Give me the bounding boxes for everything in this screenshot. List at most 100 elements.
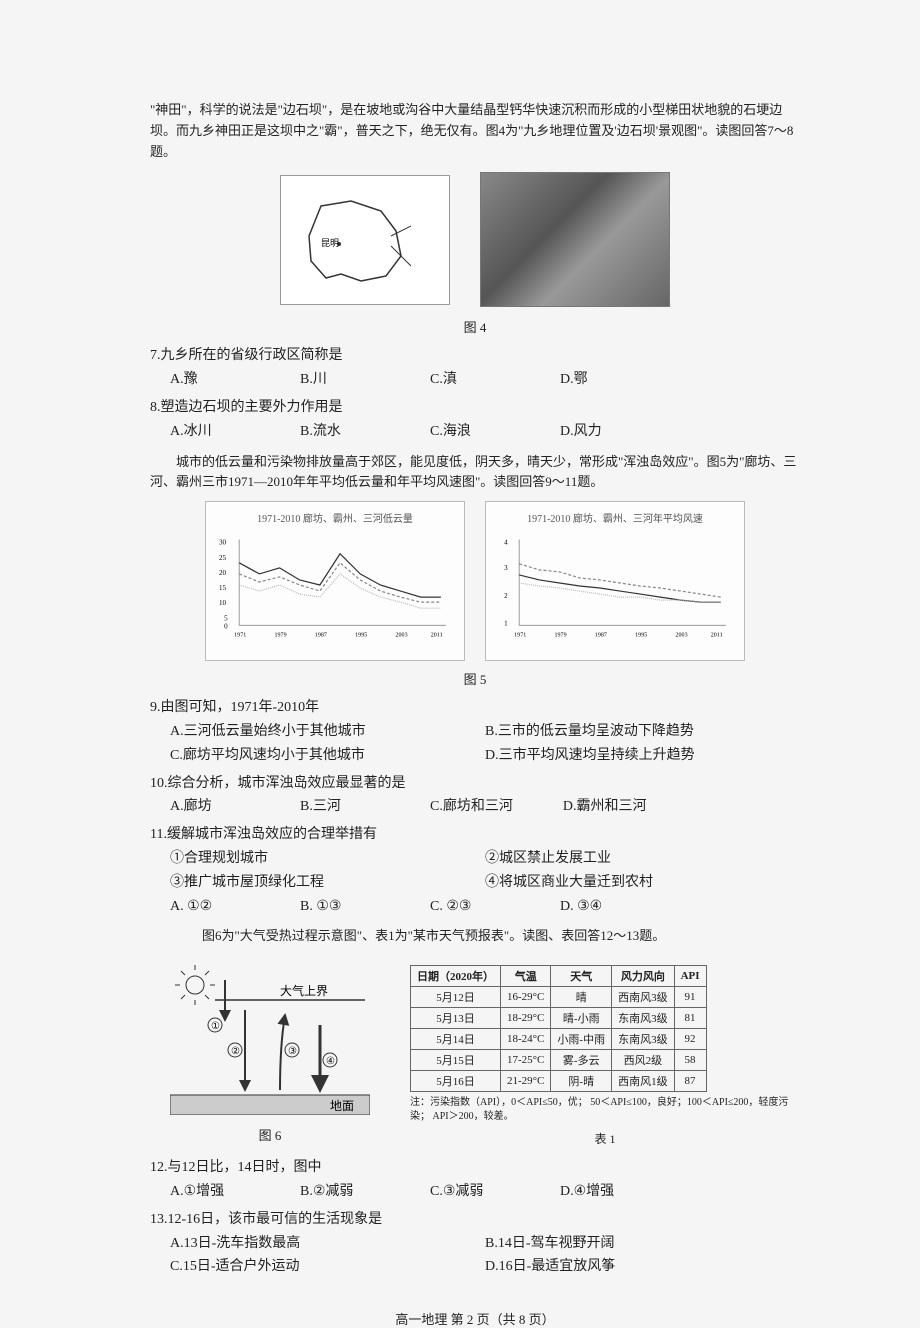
q11-item-2: ②城区禁止发展工业 — [485, 847, 800, 871]
table-row: 5月15日17-25°C雾-多云西风2级58 — [411, 1050, 707, 1071]
q7-opt-c: C.滇 — [430, 368, 510, 392]
q11-opt-b: B. ①③ — [300, 895, 380, 919]
passage-3: 图6为"大气受热过程示意图"、表1为"某市天气预报表"。读图、表回答12～13题… — [150, 926, 800, 947]
svg-text:2011: 2011 — [431, 633, 443, 639]
q12-stem: 12.与12日比，14日时，图中 — [150, 1156, 800, 1180]
passage-2: 城市的低云量和污染物排放量高于郊区，能见度低，阴天多，晴天少，常形成"浑浊岛效应… — [150, 452, 800, 494]
table-cell: 5月12日 — [411, 987, 501, 1008]
fig6-table1-row: 大气上界 地面 ① ② ③ ④ 图 6 — [150, 955, 800, 1152]
svg-text:10: 10 — [219, 599, 227, 607]
q12-opt-c: C.③减弱 — [430, 1180, 510, 1204]
table-row: 5月14日18-24°C小雨-中雨东南风3级92 — [411, 1029, 707, 1050]
svg-text:1995: 1995 — [355, 633, 367, 639]
q10-stem: 10.综合分析，城市浑浊岛效应最显著的是 — [150, 772, 800, 796]
table-cell: 东南风3级 — [612, 1029, 675, 1050]
table-cell: 5月16日 — [411, 1071, 501, 1092]
svg-text:1987: 1987 — [595, 633, 607, 639]
chart1-svg: 30 25 20 15 10 5 0 1971 1979 1987 1995 2… — [214, 525, 456, 645]
q9-opt-b: B.三市的低云量均呈波动下降趋势 — [485, 720, 800, 744]
col-weather: 天气 — [551, 966, 612, 987]
q11-item-4: ④将城区商业大量迁到农村 — [485, 871, 800, 895]
q13-opt-b: B.14日-驾车视野开阔 — [485, 1232, 800, 1256]
table-cell: 16-29°C — [501, 987, 551, 1008]
table-1-label: 表 1 — [410, 1130, 800, 1147]
table-cell: 5月13日 — [411, 1008, 501, 1029]
svg-text:5: 5 — [224, 614, 228, 622]
table-cell: 西南风3级 — [612, 987, 675, 1008]
q11-item-3: ③推广城市屋顶绿化工程 — [170, 871, 485, 895]
q10-opt-c: C.廊坊和三河 — [430, 795, 513, 819]
weather-table: 日期（2020年） 气温 天气 风力风向 API 5月12日16-29°C晴西南… — [410, 965, 707, 1092]
table-cell: 18-24°C — [501, 1029, 551, 1050]
chart1-title: 1971-2010 廊坊、霸州、三河低云量 — [214, 510, 456, 525]
ground-label: 地面 — [330, 1099, 354, 1113]
table-cell: 5月15日 — [411, 1050, 501, 1071]
table-note: 注：污染指数（API），0＜API≤50，优； 50＜API≤100，良好；10… — [410, 1096, 800, 1124]
chart2-title: 1971-2010 廊坊、霸州、三河年平均风速 — [494, 510, 736, 525]
svg-text:25: 25 — [219, 554, 227, 562]
q11-item-1: ①合理规划城市 — [170, 847, 485, 871]
table-cell: 小雨-中雨 — [551, 1029, 612, 1050]
q13-opt-a: A.13日-洗车指数最高 — [170, 1232, 485, 1256]
heating-svg: 大气上界 地面 ① ② ③ ④ — [170, 965, 370, 1115]
q9-opt-c: C.廊坊平均风速均小于其他城市 — [170, 744, 485, 768]
figure-5-row: 1971-2010 廊坊、霸州、三河低云量 30 25 20 15 10 5 0… — [150, 501, 800, 661]
q10-opt-b: B.三河 — [300, 795, 380, 819]
svg-text:2003: 2003 — [676, 633, 688, 639]
table-cell: 西南风1级 — [612, 1071, 675, 1092]
table-1-block: 日期（2020年） 气温 天气 风力风向 API 5月12日16-29°C晴西南… — [410, 955, 800, 1147]
q11-opt-d: D. ③④ — [560, 895, 640, 919]
q13-opt-d: D.16日-最适宜放风筝 — [485, 1255, 800, 1279]
svg-text:1995: 1995 — [635, 633, 647, 639]
table-row: 5月12日16-29°C晴西南风3级91 — [411, 987, 707, 1008]
question-12: 12.与12日比，14日时，图中 A.①增强 B.②减弱 C.③减弱 D.④增强 — [150, 1156, 800, 1204]
table-cell: 晴-小雨 — [551, 1008, 612, 1029]
col-date: 日期（2020年） — [411, 966, 501, 987]
figure-6-block: 大气上界 地面 ① ② ③ ④ 图 6 — [150, 955, 390, 1152]
heating-diagram: 大气上界 地面 ① ② ③ ④ — [170, 965, 370, 1115]
q12-opt-d: D.④增强 — [560, 1180, 640, 1204]
q7-opt-d: D.鄂 — [560, 368, 640, 392]
intro-passage: "神田"，科学的说法是"边石坝"，是在坡地或沟谷中大量结晶型钙华快速沉积而形成的… — [150, 100, 800, 162]
figure-4-label: 图 4 — [150, 317, 800, 336]
q7-opt-b: B.川 — [300, 368, 380, 392]
col-api: API — [674, 966, 706, 987]
table-cell: 21-29°C — [501, 1071, 551, 1092]
table-cell: 81 — [674, 1008, 706, 1029]
q10-opt-a: A.廊坊 — [170, 795, 250, 819]
figure-4-row: 昆明 — [150, 172, 800, 307]
table-cell: 58 — [674, 1050, 706, 1071]
circled-1: ① — [211, 1021, 220, 1032]
svg-text:3: 3 — [504, 564, 508, 572]
svg-text:1979: 1979 — [555, 633, 567, 639]
svg-text:2011: 2011 — [711, 633, 723, 639]
chart2-svg: 4 3 2 1 1971 1979 1987 1995 2003 2011 — [494, 525, 736, 645]
q11-opt-c: C. ②③ — [430, 895, 510, 919]
col-wind: 风力风向 — [612, 966, 675, 987]
table-cell: 87 — [674, 1071, 706, 1092]
svg-text:20: 20 — [219, 569, 227, 577]
map-outline: 昆明 — [301, 196, 411, 286]
q8-stem: 8.塑造边石坝的主要外力作用是 — [150, 396, 800, 420]
svg-text:15: 15 — [219, 584, 227, 592]
q11-opt-a: A. ①② — [170, 895, 250, 919]
table-cell: 雾-多云 — [551, 1050, 612, 1071]
chart-wind-speed: 1971-2010 廊坊、霸州、三河年平均风速 4 3 2 1 1971 197… — [485, 501, 745, 661]
svg-text:30: 30 — [219, 539, 227, 547]
question-8: 8.塑造边石坝的主要外力作用是 A.冰川 B.流水 C.海浪 D.风力 — [150, 396, 800, 444]
table-cell: 晴 — [551, 987, 612, 1008]
svg-text:1971: 1971 — [514, 633, 526, 639]
table-header-row: 日期（2020年） 气温 天气 风力风向 API — [411, 966, 707, 987]
q8-opt-b: B.流水 — [300, 420, 380, 444]
svg-text:1: 1 — [504, 620, 508, 628]
table-cell: 18-29°C — [501, 1008, 551, 1029]
circled-4: ④ — [326, 1056, 335, 1067]
q9-opt-a: A.三河低云量始终小于其他城市 — [170, 720, 485, 744]
table-row: 5月13日18-29°C晴-小雨东南风3级81 — [411, 1008, 707, 1029]
table-cell: 91 — [674, 987, 706, 1008]
table-cell: 东南风3级 — [612, 1008, 675, 1029]
q10-opt-d: D.霸州和三河 — [563, 795, 647, 819]
circled-3: ③ — [288, 1046, 297, 1057]
svg-text:0: 0 — [224, 623, 228, 631]
q8-opt-c: C.海浪 — [430, 420, 510, 444]
